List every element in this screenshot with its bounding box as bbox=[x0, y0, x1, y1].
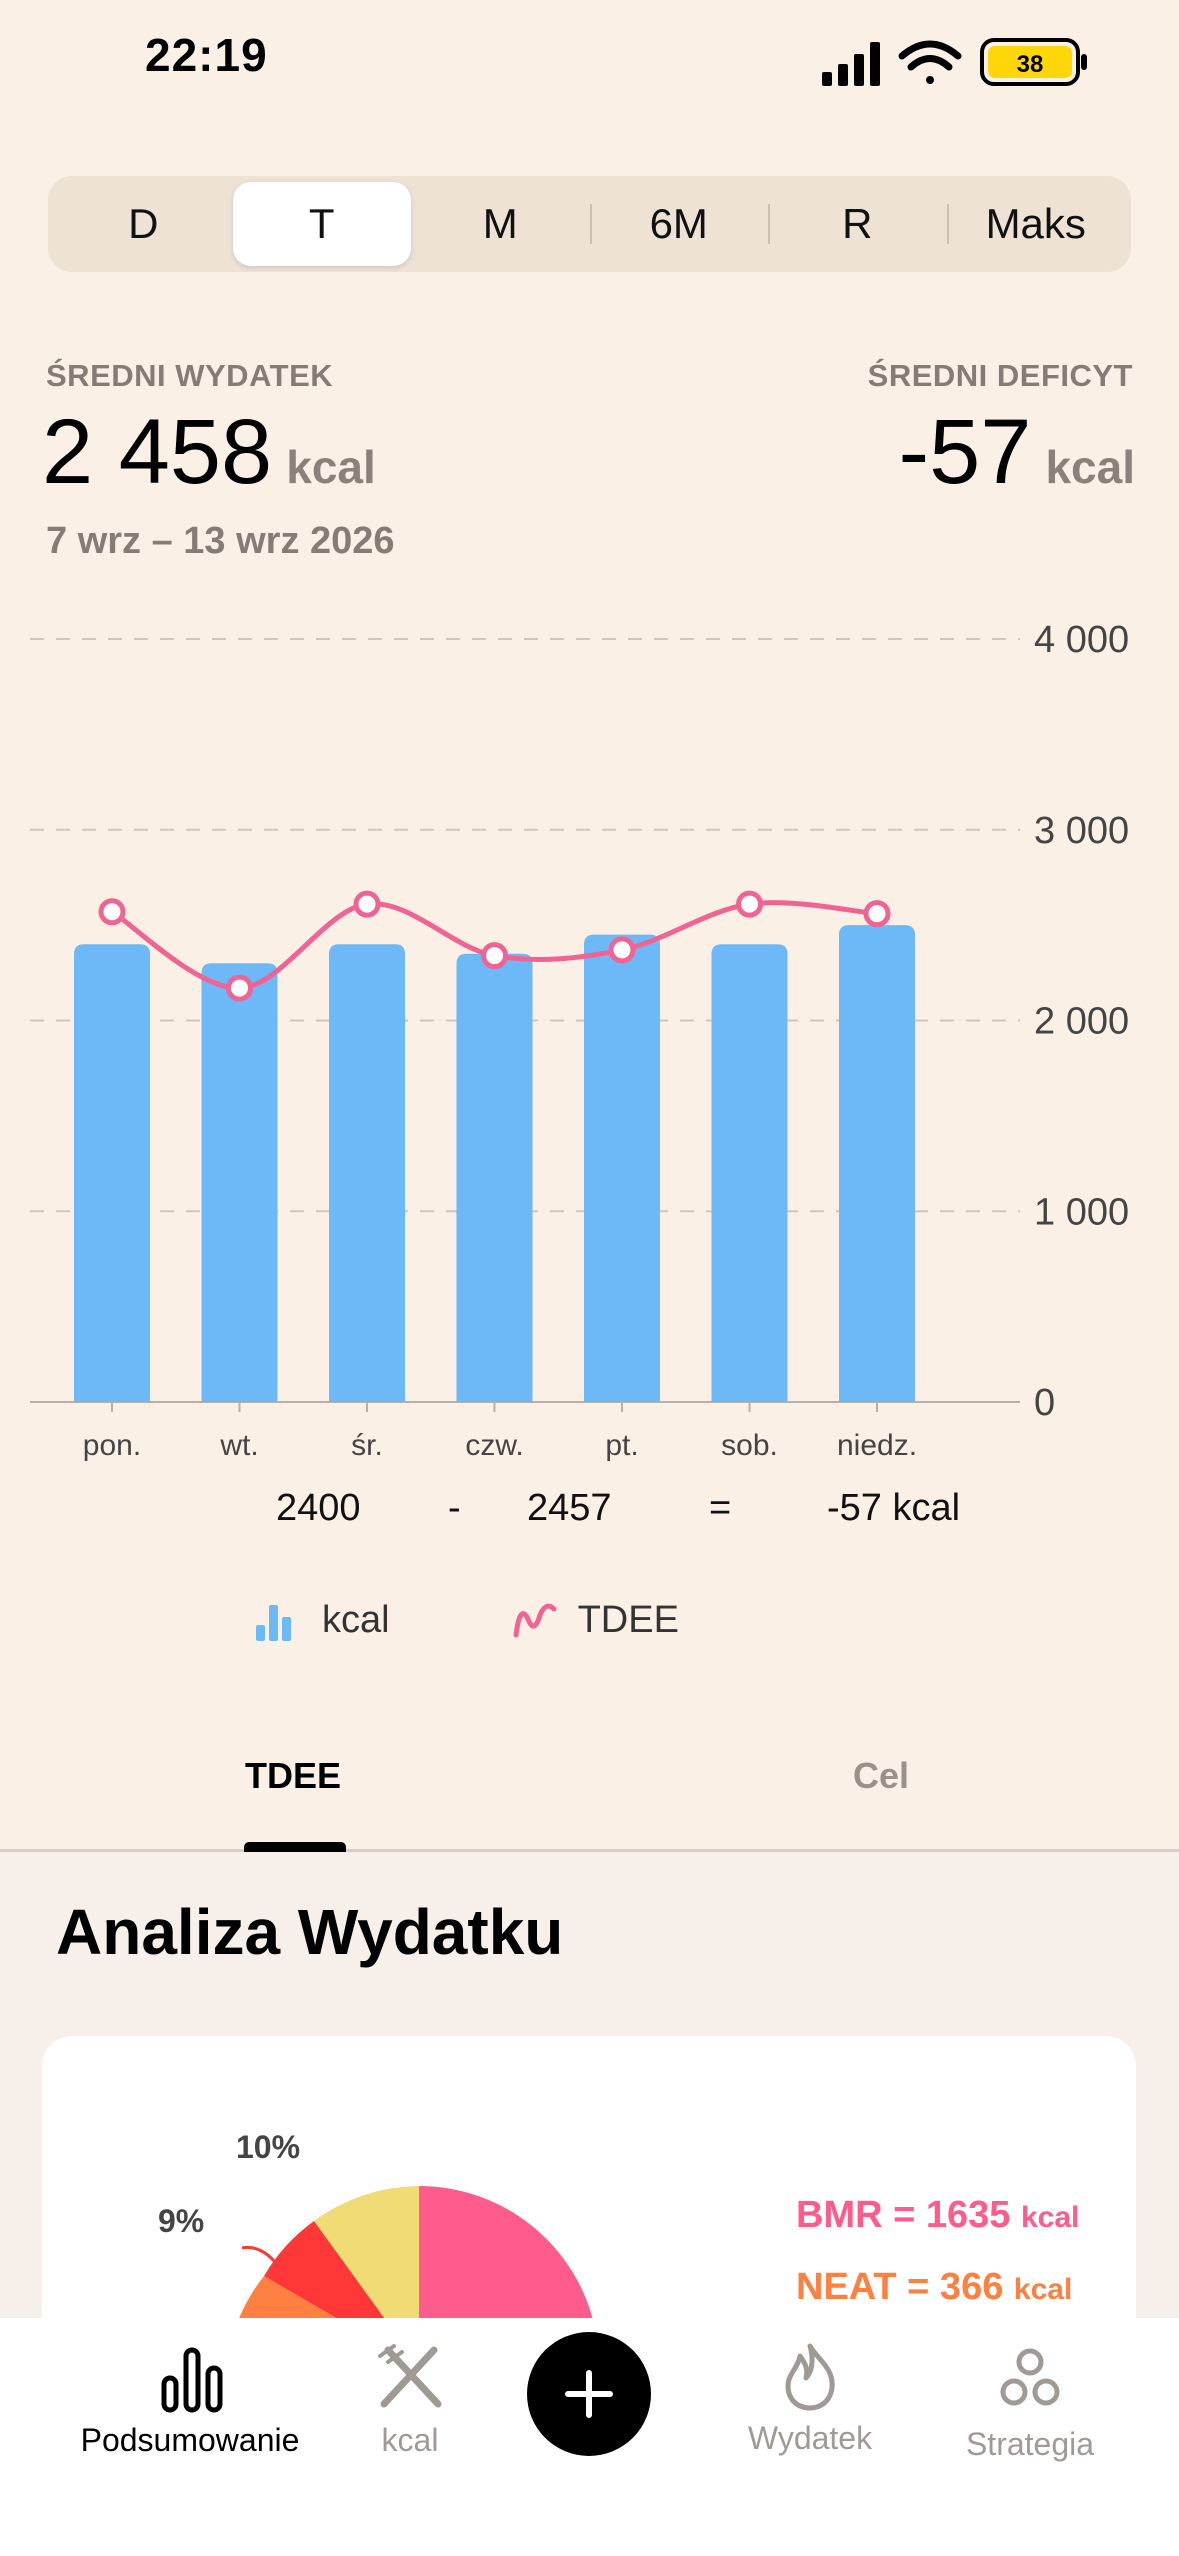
chart-legend: kcal TDEE bbox=[250, 1590, 679, 1650]
x-tick-label: pt. bbox=[605, 1429, 638, 1462]
bar-chart-icon bbox=[161, 2347, 223, 2413]
avg-deficit-value: -57 bbox=[898, 401, 1032, 503]
leader-9 bbox=[241, 2245, 282, 2269]
y-tick-label: 2 000 bbox=[1034, 1001, 1129, 1043]
avg-deficit-label: ŚREDNI DEFICYT bbox=[867, 358, 1133, 393]
tdee-point-2 bbox=[353, 890, 381, 918]
nav-strategia-label: Strategia bbox=[965, 2426, 1095, 2462]
avg-expense-unit: kcal bbox=[286, 441, 376, 493]
bottom-navigation: Podsumowanie kcal Wydatek Strategia bbox=[0, 2318, 1179, 2556]
nav-strategia[interactable]: Strategia bbox=[940, 2318, 1120, 2556]
bmr-row: BMR = 1635 kcal bbox=[796, 2194, 1079, 2237]
legend-kcal-label: kcal bbox=[322, 1598, 390, 1641]
leader-10 bbox=[328, 2205, 363, 2225]
tab-cel[interactable]: Cel bbox=[853, 1755, 910, 1796]
nav-wydatek-label: Wydatek bbox=[747, 2420, 873, 2456]
neat-row: NEAT = 366 kcal bbox=[796, 2266, 1072, 2309]
pct-10-label: 10% bbox=[236, 2129, 300, 2165]
date-range: 7 wrz – 13 wrz 2026 bbox=[46, 520, 395, 562]
avg-deficit: -57 kcal bbox=[899, 400, 1136, 505]
nav-wydatek[interactable]: Wydatek bbox=[720, 2318, 900, 2556]
nav-podsumowanie[interactable]: Podsumowanie bbox=[40, 2318, 340, 2556]
bar-1 bbox=[201, 963, 278, 1402]
tdee-point-6 bbox=[863, 900, 891, 928]
avg-expense-label: ŚREDNI WYDATEK bbox=[46, 358, 334, 393]
bar-6 bbox=[839, 925, 915, 1402]
bar-0 bbox=[74, 944, 150, 1402]
x-tick-label: niedz. bbox=[837, 1429, 917, 1462]
tdee-point-3 bbox=[481, 942, 508, 970]
equation-result: -57 kcal bbox=[827, 1487, 961, 1529]
x-tick-label: wt. bbox=[219, 1429, 258, 1462]
segment-year[interactable]: R bbox=[768, 182, 947, 266]
avg-expense: 2 458 kcal bbox=[42, 400, 376, 505]
bar-legend-icon bbox=[256, 1605, 291, 1641]
fork-knife-icon bbox=[378, 2344, 442, 2408]
segment-day[interactable]: D bbox=[128, 200, 159, 247]
bmr-label: BMR = 1635 bbox=[796, 2194, 1011, 2236]
equation-minus: - bbox=[448, 1487, 461, 1529]
bar-2 bbox=[329, 944, 405, 1402]
nav-kcal[interactable]: kcal bbox=[330, 2318, 490, 2556]
pct-9-label: 9% bbox=[158, 2203, 204, 2239]
neat-label: NEAT = 366 bbox=[796, 2266, 1004, 2308]
avg-expense-value: 2 458 bbox=[42, 401, 273, 503]
bar-5 bbox=[711, 944, 788, 1402]
segment-6-months[interactable]: 6M bbox=[589, 182, 769, 266]
neat-unit: kcal bbox=[1013, 2273, 1073, 2306]
flame-icon bbox=[785, 2343, 835, 2411]
nav-kcal-label: kcal bbox=[381, 2422, 439, 2458]
plus-icon bbox=[565, 2370, 613, 2418]
segment-max[interactable]: Maks bbox=[946, 182, 1126, 266]
x-tick-label: pon. bbox=[83, 1429, 141, 1462]
weekly-expense-chart: 0 1 000 2 000 3 000 4 000 pon. wt. śr. czw. pt. s… bbox=[30, 619, 1129, 1462]
period-segmented-control: D T M 6M R Maks bbox=[48, 176, 1131, 272]
add-button[interactable] bbox=[527, 2332, 651, 2456]
status-time: 22:19 bbox=[145, 29, 268, 81]
status-icons: 38 bbox=[822, 38, 1087, 86]
avg-deficit-unit: kcal bbox=[1045, 441, 1135, 493]
equation-tdee: 2457 bbox=[527, 1487, 612, 1529]
y-tick-label: 3 000 bbox=[1034, 810, 1129, 852]
segment-month[interactable]: M bbox=[482, 200, 518, 247]
bmr-unit: kcal bbox=[1020, 2201, 1080, 2234]
x-tick-label: sob. bbox=[721, 1429, 778, 1462]
bar-4 bbox=[584, 934, 660, 1402]
nav-podsumowanie-label: Podsumowanie bbox=[80, 2422, 300, 2458]
tdee-point-5 bbox=[736, 890, 763, 918]
tdee-point-1 bbox=[226, 974, 253, 1002]
x-tick-label: śr. bbox=[351, 1429, 383, 1462]
segment-week[interactable]: T bbox=[232, 182, 411, 266]
y-tick-label: 4 000 bbox=[1034, 619, 1129, 661]
x-tick-label: czw. bbox=[465, 1429, 523, 1462]
tdee-point-0 bbox=[98, 898, 126, 926]
battery-level: 38 bbox=[1017, 51, 1044, 78]
signal-icon bbox=[822, 42, 880, 86]
tab-tdee[interactable]: TDEE bbox=[245, 1755, 342, 1796]
y-tick-label: 0 bbox=[1034, 1382, 1055, 1424]
equation-intake: 2400 bbox=[276, 1487, 361, 1529]
equation-equals: = bbox=[709, 1487, 732, 1529]
legend-tdee-label: TDEE bbox=[577, 1598, 679, 1641]
wave-legend-icon bbox=[513, 1603, 557, 1638]
tab-divider bbox=[0, 1849, 1179, 1852]
battery-icon: 38 bbox=[980, 38, 1087, 86]
analysis-title: Analiza Wydatku bbox=[56, 1896, 564, 1968]
circles-icon bbox=[1000, 2348, 1060, 2406]
bar-3 bbox=[456, 953, 533, 1402]
tdee-point-4 bbox=[608, 936, 636, 964]
wifi-icon bbox=[898, 40, 962, 84]
tab-active-indicator bbox=[244, 1842, 346, 1852]
y-tick-label: 1 000 bbox=[1034, 1191, 1129, 1233]
